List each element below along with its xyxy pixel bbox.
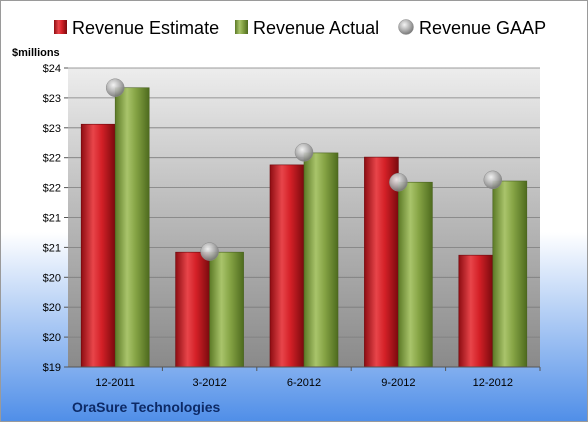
x-tick-label: 12-2011 [95,377,135,389]
y-tick-label: $22 [43,153,61,165]
legend-label-estimate: Revenue Estimate [72,18,219,38]
y-tick-label: $20 [43,332,61,344]
bar-revenue-actual [398,181,433,368]
bar-revenue-estimate [80,123,116,368]
y-tick-label: $20 [43,302,61,314]
marker-revenue-gaap [483,170,503,190]
bar-revenue-actual [492,180,528,368]
legend: Revenue Estimate Revenue Actual Revenue … [54,18,546,38]
y-tick-label: $19 [43,362,61,374]
y-axis-unit-label: $millions [12,47,60,59]
bar-revenue-actual [209,251,244,368]
marker-revenue-gaap [200,242,219,261]
bar-revenue-estimate [364,156,399,368]
marker-revenue-gaap [105,78,125,97]
y-tick-label: $20 [43,272,61,284]
y-tick-label: $21 [43,213,61,225]
y-axis-ticks: $19 $20 $20 $20 $21 $21 $22 $22 $23 $23 $24 [43,63,68,374]
y-tick-label: $23 [43,93,61,105]
bars [80,87,528,368]
x-axis-ticks: 12-2011 3-2012 6-2012 9-2012 12-2012 [95,367,541,389]
x-tick-label: 12-2012 [473,377,513,389]
x-tick-label: 6-2012 [287,377,321,389]
bar-revenue-estimate [458,254,494,368]
y-tick-label: $22 [43,183,61,195]
x-tick-label: 3-2012 [192,377,226,389]
marker-revenue-gaap [389,172,408,192]
bar-revenue-actual [303,152,339,368]
company-name: OraSure Technologies [72,399,221,415]
legend-marker-gaap [398,19,414,35]
y-tick-label: $21 [43,242,61,254]
bar-revenue-estimate [269,164,305,368]
marker-revenue-gaap [294,143,314,162]
y-tick-label: $23 [43,123,61,135]
bar-revenue-estimate [175,251,210,368]
legend-swatch-actual [235,20,248,34]
gaap-markers [105,78,503,261]
x-tick-label: 9-2012 [381,377,415,389]
bar-revenue-actual [114,87,150,368]
legend-swatch-estimate [54,20,67,34]
legend-label-gaap: Revenue GAAP [419,18,546,38]
y-tick-label: $24 [43,63,61,75]
legend-label-actual: Revenue Actual [253,18,379,38]
